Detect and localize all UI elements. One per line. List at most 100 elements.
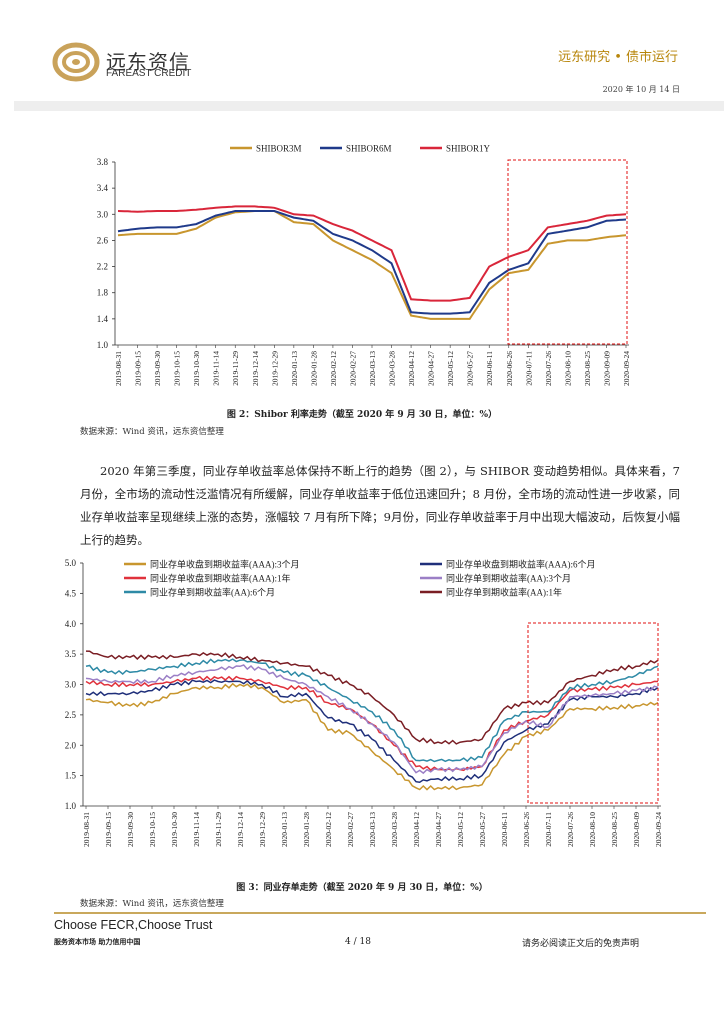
x-tick-label: 2020-04-27 [434, 812, 443, 847]
x-tick-label: 2020-03-28 [388, 351, 397, 386]
figure3-source: 数据来源：Wind 资讯，远东资信整理 [80, 899, 224, 909]
y-tick-label: 4.5 [65, 588, 77, 598]
x-tick-label: 2019-12-29 [258, 812, 267, 847]
x-tick-label: 2019-10-15 [148, 812, 157, 847]
x-tick-label: 2019-11-29 [214, 812, 223, 847]
x-tick-label: 2019-10-30 [192, 351, 201, 386]
y-tick-label: 3.5 [65, 649, 77, 659]
figure2-caption: 图 2：Shibor 利率走势（截至 2020 年 9 月 30 日，单位：%） [226, 410, 498, 420]
series-line-3 [85, 664, 659, 775]
x-tick-label: 2019-09-30 [153, 351, 162, 386]
logo-name-en: FAREAST CREDIT [106, 68, 192, 79]
x-tick-label: 2020-08-10 [563, 351, 572, 386]
series-line-1 [85, 679, 659, 783]
x-tick-label: 2020-08-25 [583, 351, 592, 386]
x-tick-label: 2020-05-12 [456, 812, 465, 847]
y-tick-label: 1.0 [65, 801, 77, 811]
highlight-box [527, 622, 659, 804]
x-tick-label: 2020-08-10 [588, 812, 597, 847]
y-tick-label: 4.0 [65, 619, 77, 629]
series-line-2 [117, 205, 627, 302]
y-tick-label: 1.5 [65, 771, 77, 781]
x-tick-label: 2020-07-11 [524, 351, 533, 386]
footer-slogan: Choose FECR,Choose Trust [54, 918, 213, 932]
y-tick-label: 3.0 [65, 680, 77, 690]
footer-slogan-cn: 服务资本市场 助力信用中国 [54, 937, 141, 946]
legend-label: 同业存单收盘到期收益率(AAA):3个月 [150, 559, 300, 570]
header-band [14, 101, 724, 111]
x-tick-label: 2020-01-13 [290, 351, 299, 386]
x-tick-label: 2020-01-28 [302, 812, 311, 847]
fareast-logo-icon [52, 42, 100, 82]
x-tick-label: 2020-01-13 [280, 812, 289, 847]
figure3-caption: 图 3：同业存单走势（截至 2020 年 9 月 30 日，单位：%） [236, 883, 488, 893]
x-tick-label: 2020-02-12 [324, 812, 333, 847]
x-tick-label: 2020-04-12 [407, 351, 416, 386]
legend-label: SHIBOR6M [346, 144, 392, 154]
y-tick-label: 2.0 [65, 740, 77, 750]
ncd-chart: 1.0 1.5 2.0 2.5 3.0 3.5 4.0 4.5 5.0 2019-08-31 201… [65, 558, 663, 847]
x-tick-label: 2020-06-11 [485, 351, 494, 386]
legend-label: 同业存单到期收益率(AA):6个月 [150, 587, 275, 598]
x-tick-label: 2020-01-28 [309, 351, 318, 386]
x-tick-label: 2020-06-11 [500, 812, 509, 847]
legend-label: 同业存单收盘到期收益率(AAA):1年 [150, 573, 291, 584]
x-tick-label: 2019-09-30 [126, 812, 135, 847]
x-tick-label: 2020-06-26 [505, 351, 514, 386]
x-tick-label: 2019-09-15 [104, 812, 113, 847]
x-tick-label: 2019-08-31 [114, 351, 123, 386]
footer-disclaimer: 请务必阅读正文后的免责声明 [522, 939, 640, 949]
x-tick-label: 2019-11-14 [192, 812, 201, 847]
series-line-0 [117, 210, 627, 320]
x-tick-label: 2019-12-14 [236, 812, 245, 847]
y-tick-label: 3.0 [97, 209, 109, 219]
x-tick-label: 2020-09-24 [622, 351, 631, 386]
shibor-chart: 1.0 1.4 1.8 2.2 2.6 3.0 3.4 3.8 2019-08-31 2019-0… [97, 144, 631, 387]
legend-label: 同业存单到期收益率(AA):1年 [446, 587, 562, 598]
y-tick-label: 2.2 [97, 262, 108, 272]
y-tick-label: 5.0 [65, 558, 77, 568]
legend-label: 同业存单收盘到期收益率(AAA):6个月 [446, 559, 596, 570]
series-line-5 [85, 650, 659, 745]
y-tick-label: 3.8 [97, 157, 109, 167]
x-tick-label: 2020-09-09 [632, 812, 641, 847]
x-tick-label: 2020-09-24 [654, 812, 663, 847]
x-tick-label: 2020-03-13 [368, 351, 377, 386]
y-tick-label: 2.6 [97, 235, 109, 245]
x-tick-label: 2019-09-15 [134, 351, 143, 386]
y-tick-label: 1.0 [97, 340, 109, 350]
x-tick-label: 2020-07-26 [544, 351, 553, 386]
x-tick-label: 2019-12-14 [251, 351, 260, 386]
y-tick-label: 3.4 [97, 183, 109, 193]
highlight-box [507, 159, 628, 345]
x-tick-label: 2019-11-29 [231, 351, 240, 386]
x-tick-label: 2020-05-27 [466, 351, 475, 386]
figure2-source: 数据来源：Wind 资讯，远东资信整理 [80, 427, 224, 437]
footer-divider [54, 912, 706, 914]
logo-name-cn: 远东资信 [106, 50, 190, 74]
series-line-1 [117, 210, 627, 315]
x-tick-label: 2020-02-27 [348, 351, 357, 386]
x-tick-label: 2020-07-11 [544, 812, 553, 847]
x-tick-label: 2020-04-12 [412, 812, 421, 847]
x-tick-label: 2019-12-29 [270, 351, 279, 386]
x-tick-label: 2019-10-15 [173, 351, 182, 386]
x-tick-label: 2020-04-27 [427, 351, 436, 386]
x-tick-label: 2020-03-13 [368, 812, 377, 847]
x-tick-label: 2020-05-12 [446, 351, 455, 386]
x-tick-label: 2020-09-09 [602, 351, 611, 386]
y-tick-label: 1.8 [97, 288, 109, 298]
y-tick-label: 2.5 [65, 710, 77, 720]
legend-label: SHIBOR1Y [446, 144, 491, 154]
legend-label: 同业存单到期收益率(AA):3个月 [446, 573, 571, 584]
x-tick-label: 2020-02-12 [329, 351, 338, 386]
x-tick-label: 2020-03-28 [390, 812, 399, 847]
x-tick-label: 2020-05-27 [478, 812, 487, 847]
series-line-4 [85, 658, 659, 763]
report-series: 远东研究 • 债市运行 [558, 50, 678, 65]
x-tick-label: 2020-07-26 [566, 812, 575, 847]
x-tick-label: 2020-02-27 [346, 812, 355, 847]
legend-label: SHIBOR3M [256, 144, 302, 154]
body-paragraph: 2020 年第三季度，同业存单收益率总体保持不断上行的趋势（图 2），与 SHI… [80, 464, 680, 547]
